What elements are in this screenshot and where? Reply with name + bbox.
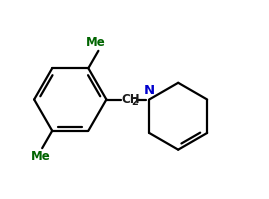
Text: 2: 2 (131, 97, 138, 107)
Text: CH: CH (121, 93, 140, 106)
Text: Me: Me (86, 36, 105, 50)
Text: N: N (144, 84, 155, 97)
Text: Me: Me (31, 150, 51, 163)
